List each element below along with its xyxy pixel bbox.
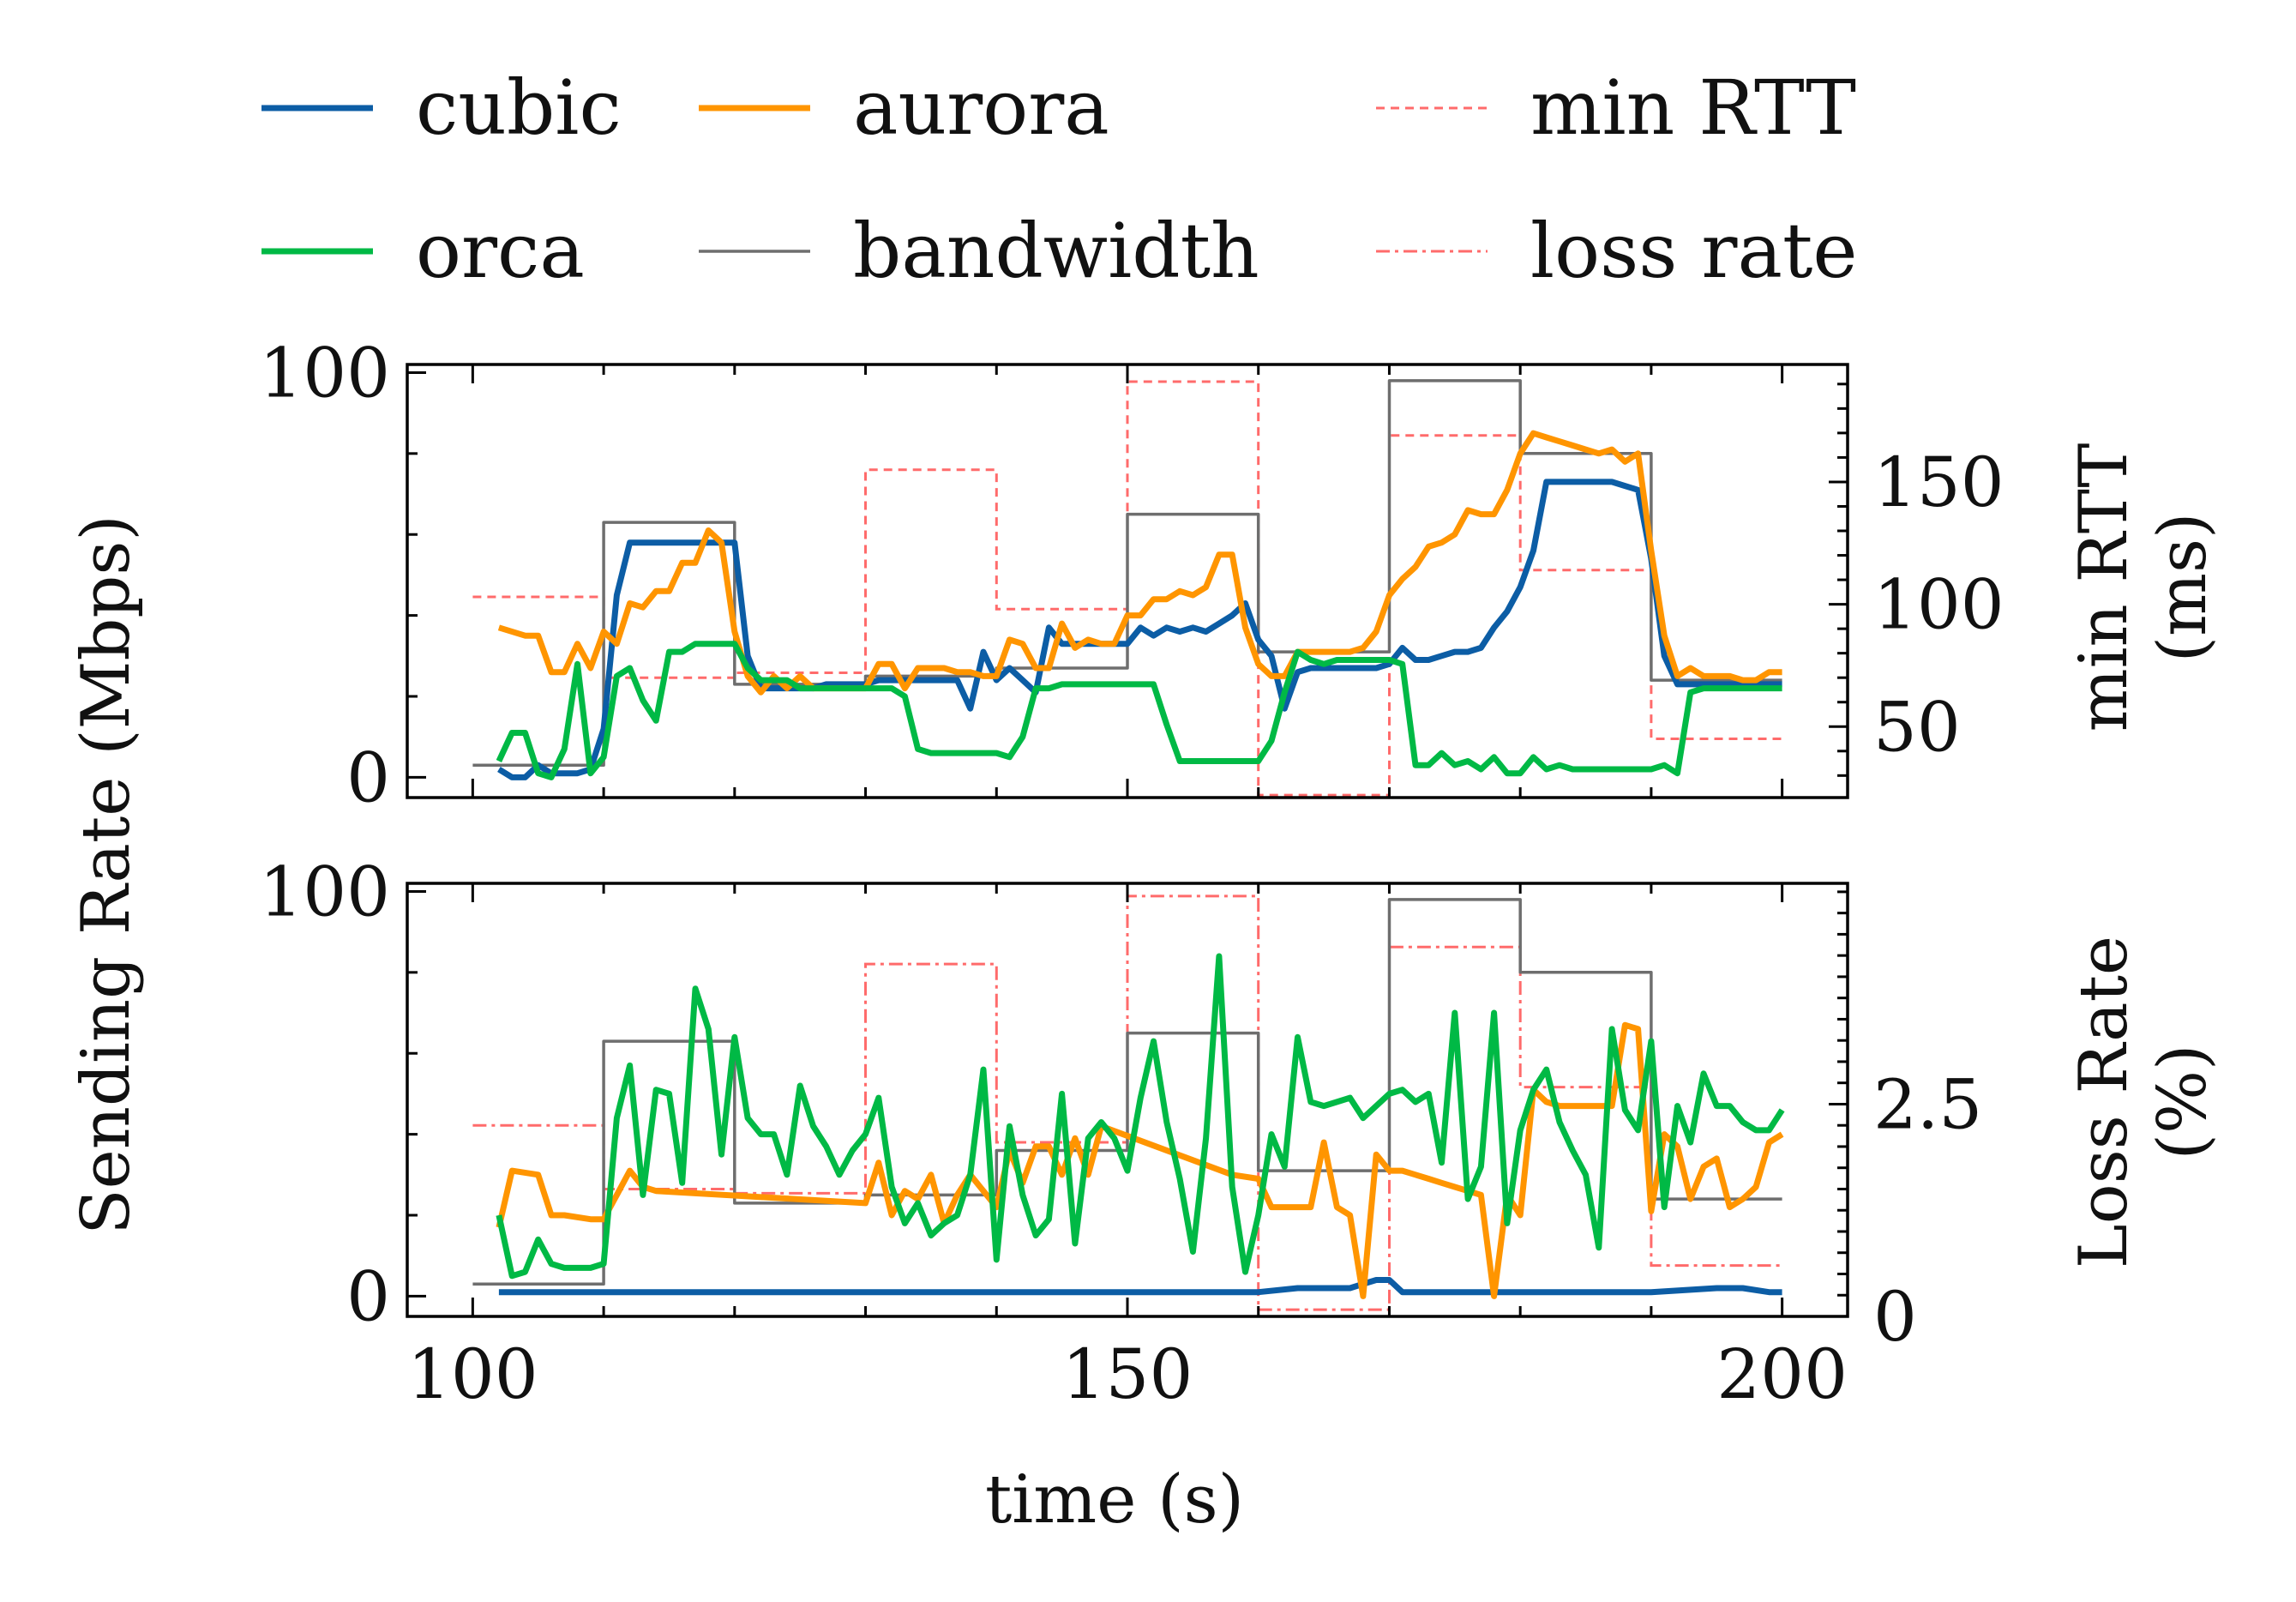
top-ticks: 0 100 50 100 150	[259, 333, 2004, 817]
legend-label-bandwidth: bandwidth	[853, 207, 1259, 295]
top-series-aurora	[497, 430, 1782, 696]
bottom-y2-tick-label: 2.5	[1873, 1064, 1982, 1144]
legend-label-min-rtt: min RTT	[1530, 63, 1856, 152]
top-series-orca	[496, 641, 1782, 780]
top-plot-lines	[472, 379, 1782, 797]
x-tick-label: 100	[407, 1334, 538, 1414]
legend-label-loss-rate: loss rate	[1530, 207, 1857, 295]
y-axis-label: Sending Rate (Mbps)	[68, 515, 145, 1235]
panel-top: 0 100 50 100 150	[259, 333, 2004, 817]
bottom-series-loss-rate	[472, 894, 1782, 1311]
top-y2-tick-label: 150	[1873, 443, 2004, 522]
top-y2-tick-label: 50	[1873, 687, 1961, 767]
legend: cubic aurora min RTT orca bandwidth loss rate	[261, 63, 1857, 295]
legend-label-orca: orca	[416, 207, 585, 295]
bottom-series-cubic	[498, 1277, 1782, 1296]
top-series-cubic	[497, 479, 1782, 780]
top-right-axis-label: min RTT(ms)	[2065, 443, 2221, 732]
top-y2-tick-label: 100	[1873, 565, 2004, 645]
bottom-series-aurora	[496, 1021, 1784, 1299]
legend-label-aurora: aurora	[853, 63, 1109, 152]
top-y-tick-label: 100	[259, 333, 390, 413]
bottom-plot-lines	[472, 894, 1785, 1311]
bottom-y-tick-label: 0	[346, 1256, 390, 1336]
x-axis-label: time (s)	[985, 1461, 1244, 1539]
bottom-series-bandwidth	[472, 898, 1782, 1286]
bottom-y2-tick-label: 0	[1873, 1277, 1917, 1357]
x-tick-label: 200	[1716, 1334, 1848, 1414]
bottom-y-tick-label: 100	[259, 852, 390, 931]
bottom-right-axis-label: Loss Rate(%)	[2065, 936, 2221, 1268]
x-tick-label: 150	[1062, 1334, 1193, 1414]
bottom-series-orca	[496, 953, 1785, 1280]
top-y-tick-label: 0	[346, 738, 390, 817]
legend-label-cubic: cubic	[416, 63, 622, 152]
